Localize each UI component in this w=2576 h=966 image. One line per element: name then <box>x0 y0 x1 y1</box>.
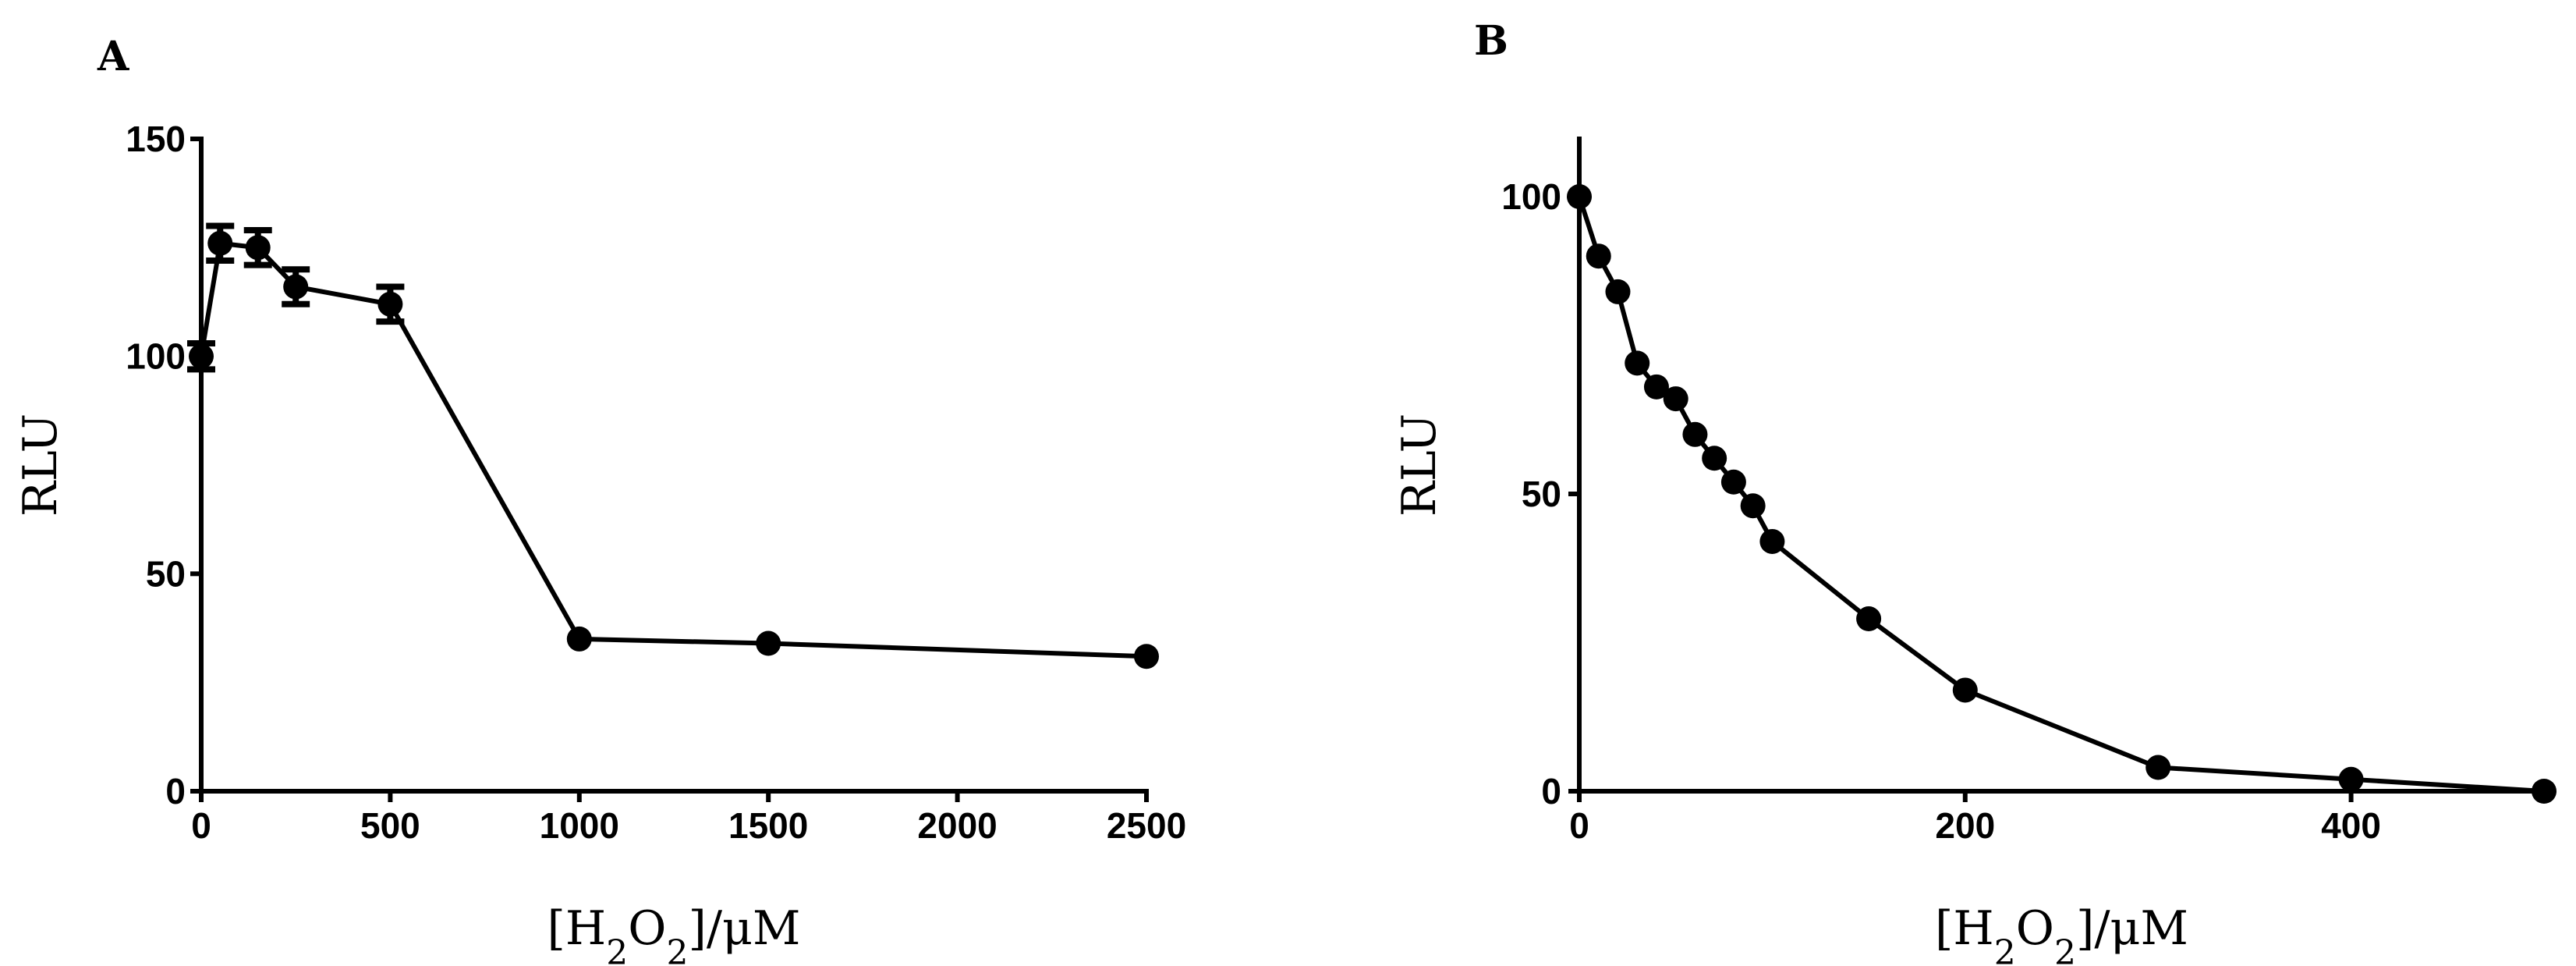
x-tick-label: 2000 <box>917 805 997 846</box>
data-point <box>756 630 781 656</box>
y-tick-label: 50 <box>1522 474 1561 514</box>
data-point <box>566 626 592 652</box>
x-tick-label: 200 <box>1935 805 1995 846</box>
y-tick-label: 100 <box>126 336 186 377</box>
data-point <box>189 343 214 369</box>
data-point <box>377 291 403 317</box>
series-line <box>199 240 1147 659</box>
y-tick-label: 100 <box>1501 176 1561 217</box>
y-axis-title: RLU <box>1392 414 1447 517</box>
x-tick-label: 0 <box>191 805 211 846</box>
y-tick-label: 150 <box>126 119 186 159</box>
data-point <box>1625 350 1650 376</box>
data-point <box>1605 279 1631 304</box>
data-point <box>1759 528 1785 554</box>
data-point <box>207 230 233 256</box>
data-point <box>1952 677 1978 703</box>
x-tick-label: 2500 <box>1107 805 1186 846</box>
data-point <box>2338 766 2364 792</box>
x-tick-label: 1500 <box>728 805 808 846</box>
data-point <box>1663 386 1688 412</box>
data-point <box>283 274 309 300</box>
data-point <box>1586 243 1611 269</box>
data-point <box>2145 755 2171 780</box>
data-point <box>2532 779 2557 804</box>
data-point <box>1567 184 1592 209</box>
data-point <box>1643 374 1669 400</box>
x-tick-label: 500 <box>360 805 420 846</box>
x-tick-label: 400 <box>2321 805 2381 846</box>
y-tick-label: 50 <box>146 553 186 594</box>
x-tick-label: 0 <box>1569 805 1589 846</box>
y-tick-label: 0 <box>165 771 186 812</box>
data-point <box>245 235 271 261</box>
data-point <box>1134 644 1159 669</box>
panel-label-b: B <box>1474 17 1508 65</box>
data-point <box>1856 606 1882 632</box>
x-axis-title: [H2O2]/μM <box>547 901 801 966</box>
x-axis-title: [H2O2]/μM <box>1935 901 2188 966</box>
data-point <box>1702 446 1727 471</box>
y-tick-label: 0 <box>1541 771 1561 812</box>
chart-panel-b: B 0 50 100 0 200 400 [H2O2]/μM RLU <box>1392 17 2557 966</box>
data-point <box>1682 421 1708 447</box>
y-axis-title: RLU <box>13 414 68 517</box>
panel-label-a: A <box>97 33 129 80</box>
x-tick-label: 1000 <box>540 805 619 846</box>
series-line <box>1577 196 2545 794</box>
data-point <box>1720 469 1746 495</box>
data-point <box>1740 493 1766 519</box>
